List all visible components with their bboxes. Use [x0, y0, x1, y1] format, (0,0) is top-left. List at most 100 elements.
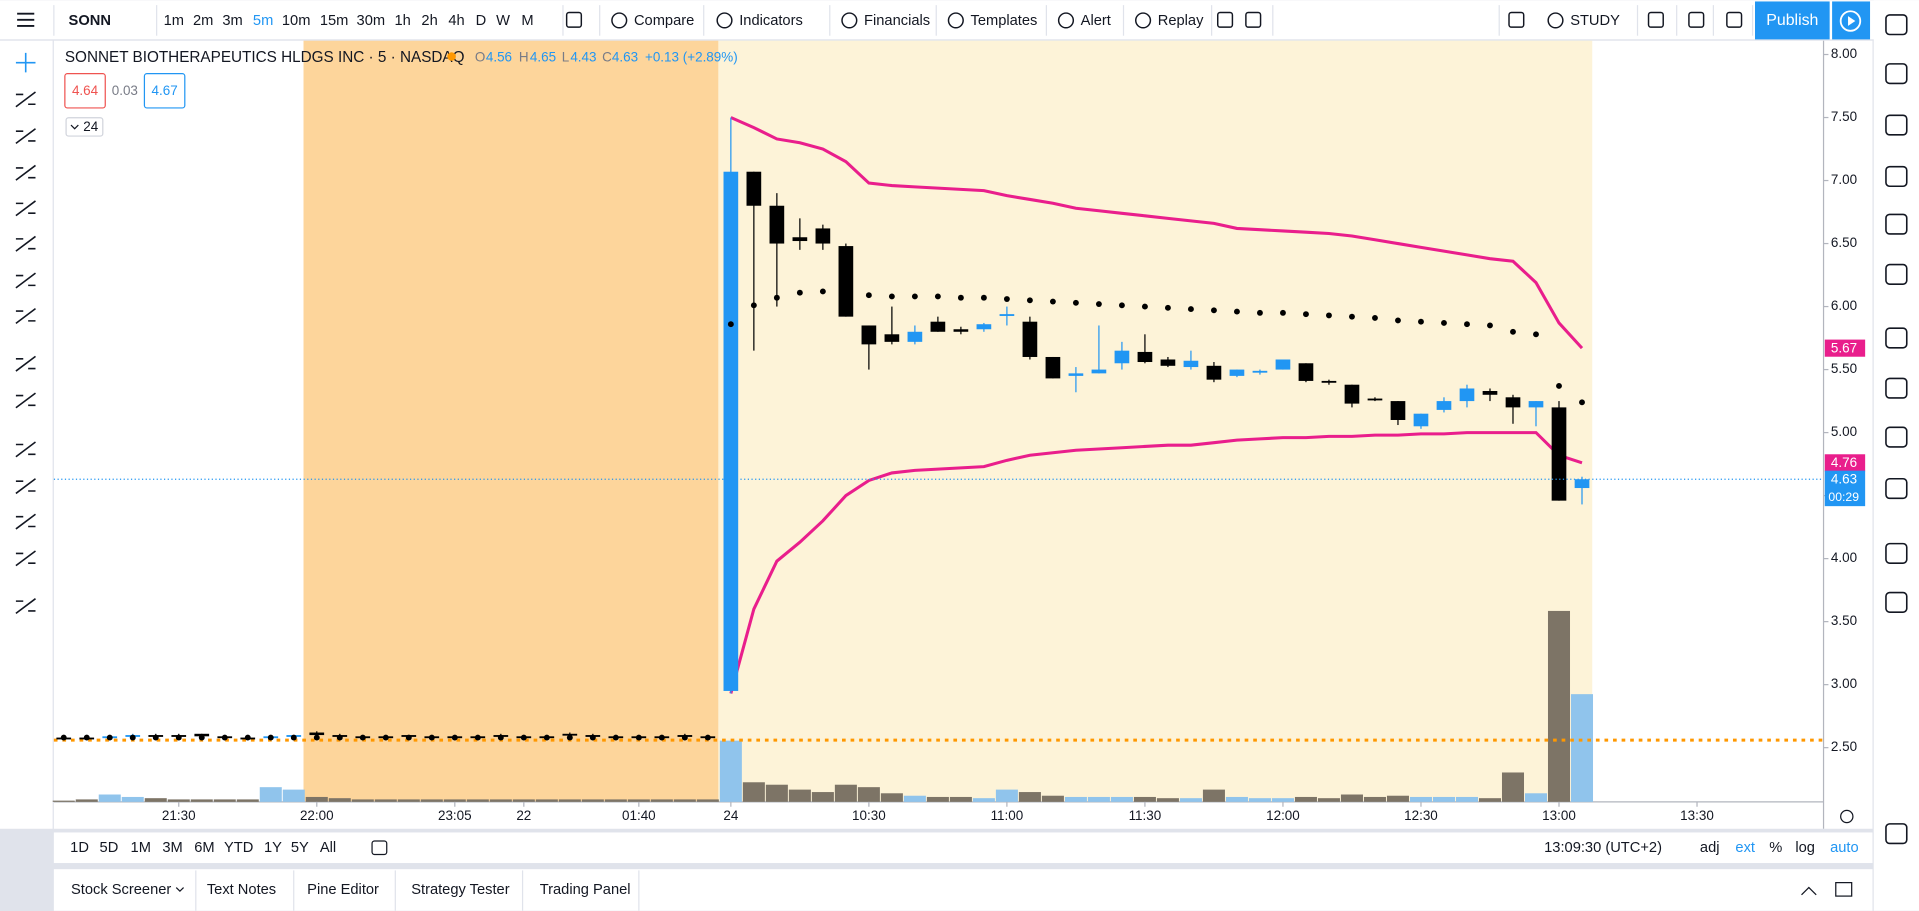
interval[interactable]: 4h [448, 13, 464, 29]
sidebar-icon[interactable] [1885, 14, 1908, 36]
range-button[interactable]: YTD [224, 840, 253, 856]
collapse-count: 24 [83, 119, 98, 134]
ask-box[interactable] [143, 73, 186, 109]
toolbar-button[interactable]: Compare [634, 13, 694, 29]
interval[interactable]: 1h [394, 13, 410, 29]
candle-body [1436, 401, 1452, 410]
sidebar-icon[interactable] [1885, 165, 1908, 188]
publish-button[interactable] [1755, 1, 1830, 40]
candle-body [1137, 351, 1153, 363]
toolbar-icon[interactable] [1726, 11, 1743, 28]
indicator-dot [1395, 317, 1401, 324]
tool-icon[interactable] [15, 513, 36, 530]
scale-option[interactable]: log [1795, 840, 1815, 856]
scale-option[interactable]: adj [1700, 840, 1720, 856]
toolbar-button[interactable]: Replay [1158, 13, 1204, 29]
range-button[interactable]: 1D [70, 840, 89, 856]
interval[interactable]: 30m [357, 13, 386, 29]
legend-change: +0.13 (+2.89%) [645, 49, 738, 64]
range-button[interactable]: All [320, 840, 336, 856]
sidebar-icon[interactable] [1885, 377, 1908, 399]
scale-option[interactable]: ext [1735, 840, 1755, 856]
tool-icon[interactable] [15, 355, 36, 372]
tool-icon[interactable] [15, 392, 36, 409]
toolbar-button[interactable]: STUDY [1570, 13, 1620, 29]
interval[interactable]: 2m [193, 13, 213, 29]
volume-bar [1202, 789, 1225, 802]
toolbar-icon[interactable] [1245, 11, 1262, 28]
symbol[interactable]: SONN [69, 13, 111, 29]
range-icon[interactable] [371, 840, 388, 856]
volume-bar [1294, 796, 1317, 802]
sidebar-icon[interactable] [1885, 63, 1908, 85]
volume-bar [420, 799, 443, 802]
tool-icon[interactable] [15, 441, 36, 458]
indicator-dot [934, 293, 941, 300]
maximize-icon[interactable] [1835, 882, 1853, 897]
range-button[interactable]: 5Y [291, 840, 309, 856]
panel-tab[interactable]: Stock Screener [71, 882, 171, 898]
interval[interactable]: 10m [282, 13, 311, 29]
toolbar-icon[interactable] [1216, 11, 1234, 28]
range-button[interactable]: 1M [131, 840, 151, 856]
menu-icon[interactable] [17, 12, 35, 27]
tool-icon[interactable] [15, 164, 36, 181]
interval[interactable]: W [496, 13, 510, 29]
toolbar-icon[interactable] [565, 11, 583, 28]
volume-bar [788, 789, 811, 802]
toolbar-icon[interactable] [1688, 11, 1705, 28]
toolbar-button[interactable]: Alert [1081, 13, 1111, 29]
sidebar-icon[interactable] [1885, 114, 1908, 136]
panel-tab[interactable]: Text Notes [207, 882, 276, 898]
panel-tab[interactable]: Pine Editor [307, 882, 379, 898]
sidebar-icon[interactable] [1885, 426, 1908, 448]
collapse-box[interactable] [65, 117, 104, 137]
toolbar-icon[interactable] [1508, 11, 1525, 28]
toolbar-button[interactable]: Financials [864, 13, 930, 29]
tool-icon[interactable] [15, 308, 36, 324]
toolbar-button[interactable]: Templates [971, 13, 1038, 29]
interval[interactable]: 5m [253, 13, 273, 29]
tool-icon[interactable] [15, 128, 36, 145]
interval[interactable]: 3m [222, 13, 242, 29]
volume-bar [144, 798, 167, 802]
sidebar-icon[interactable] [1885, 591, 1908, 613]
tool-icon[interactable] [15, 235, 36, 252]
interval[interactable]: 1m [164, 13, 184, 29]
range-button[interactable]: 3M [162, 840, 182, 856]
collapse-icon[interactable] [1801, 886, 1817, 896]
tool-icon[interactable] [15, 550, 36, 567]
range-button[interactable]: 6M [194, 840, 214, 856]
tool-icon[interactable] [15, 598, 36, 615]
volume-bar [535, 799, 558, 802]
sidebar-icon[interactable] [1885, 477, 1908, 500]
tool-icon[interactable] [15, 91, 36, 108]
sidebar-icon[interactable] [1885, 213, 1908, 235]
candle-body [930, 321, 946, 332]
sidebar-icon[interactable] [1885, 263, 1908, 285]
sidebar-icon[interactable] [1885, 823, 1908, 845]
bid-box[interactable] [64, 73, 106, 109]
sidebar-icon[interactable] [1885, 542, 1908, 564]
sidebar-icon[interactable] [1885, 327, 1908, 349]
tool-icon[interactable] [15, 52, 36, 73]
panel-tab[interactable]: Strategy Tester [411, 882, 510, 898]
interval[interactable]: 15m [320, 13, 349, 29]
candle-body [1160, 359, 1176, 366]
volume-bar [834, 784, 857, 802]
tool-icon[interactable] [15, 272, 36, 289]
interval[interactable]: 2h [421, 13, 437, 29]
tool-icon[interactable] [15, 200, 36, 217]
range-button[interactable]: 5D [100, 840, 119, 856]
toolbar-icon[interactable] [1647, 11, 1664, 28]
panel-tab[interactable]: Trading Panel [540, 882, 631, 898]
scale-option[interactable]: auto [1830, 840, 1859, 856]
scale-option[interactable]: % [1769, 840, 1782, 856]
range-button[interactable]: 1Y [264, 840, 282, 856]
settings-icon[interactable] [1840, 809, 1854, 824]
tool-icon[interactable] [15, 478, 36, 495]
button-icon [1057, 12, 1075, 29]
toolbar-button[interactable]: Indicators [739, 13, 803, 29]
interval[interactable]: M [521, 13, 533, 29]
interval[interactable]: D [476, 13, 487, 29]
